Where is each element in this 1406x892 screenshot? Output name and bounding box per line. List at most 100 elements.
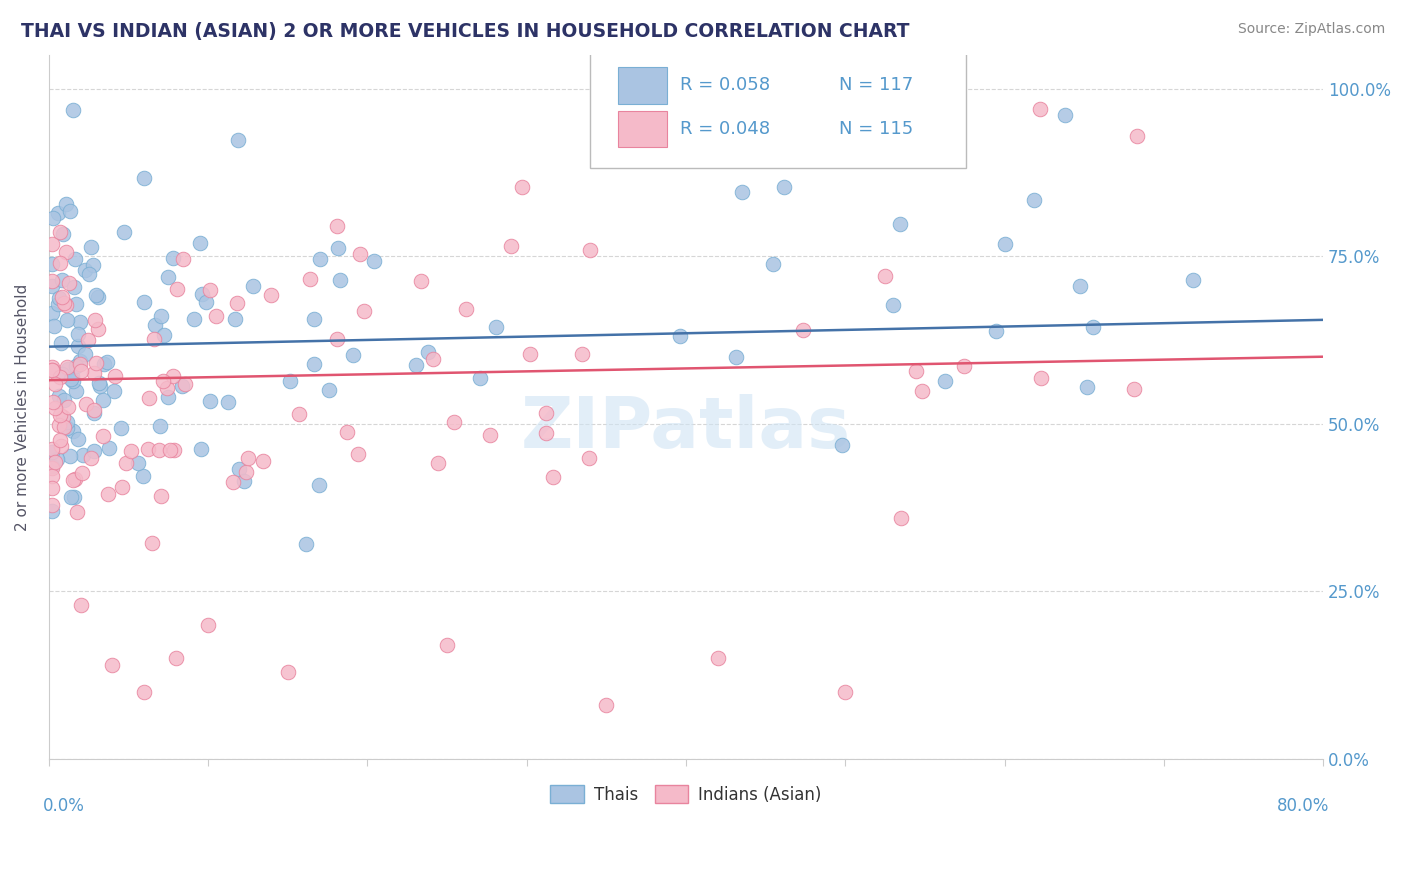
Y-axis label: 2 or more Vehicles in Household: 2 or more Vehicles in Household — [15, 284, 30, 531]
Point — [77, 267, 100, 281]
Point — [1083, 319, 1105, 334]
Point — [59, 372, 82, 386]
Point — [41, 498, 63, 512]
Point — [103, 384, 125, 399]
Point — [89, 376, 111, 391]
Point — [97, 487, 120, 501]
Point — [242, 278, 264, 293]
Point — [120, 443, 142, 458]
Point — [278, 374, 301, 388]
Point — [69, 315, 91, 329]
Point — [48, 418, 70, 433]
Point — [132, 468, 155, 483]
Point — [304, 312, 326, 326]
Point — [52, 227, 75, 241]
Point — [165, 651, 187, 665]
Point — [65, 297, 87, 311]
Point — [571, 347, 593, 361]
Point — [188, 236, 211, 251]
Point — [56, 401, 79, 415]
Point — [156, 381, 179, 395]
Point — [233, 474, 256, 488]
Point — [53, 420, 76, 434]
Point — [329, 273, 352, 287]
Point — [83, 313, 105, 327]
Point — [82, 258, 104, 272]
Point — [51, 368, 73, 382]
Point — [984, 324, 1007, 338]
Text: 80.0%: 80.0% — [1277, 797, 1330, 815]
Point — [149, 489, 172, 503]
Point — [87, 290, 110, 304]
Point — [49, 256, 72, 270]
Point — [49, 438, 72, 452]
Point — [49, 225, 72, 239]
Point — [228, 462, 250, 476]
Point — [55, 245, 77, 260]
Point — [875, 269, 897, 284]
Point — [595, 698, 617, 713]
Point — [98, 441, 121, 455]
Point — [84, 356, 107, 370]
Point — [183, 312, 205, 326]
Point — [56, 416, 79, 430]
Point — [762, 257, 785, 271]
Point — [792, 323, 814, 337]
FancyBboxPatch shape — [619, 111, 666, 147]
Point — [104, 369, 127, 384]
Point — [156, 270, 179, 285]
Point — [152, 375, 174, 389]
Point — [134, 170, 156, 185]
Point — [422, 351, 444, 366]
Point — [426, 456, 449, 470]
Point — [1123, 382, 1146, 396]
Point — [58, 276, 80, 290]
Point — [163, 443, 186, 458]
Text: N = 117: N = 117 — [839, 77, 912, 95]
Point — [62, 425, 84, 439]
Point — [191, 287, 214, 301]
Point — [49, 370, 72, 384]
Point — [96, 355, 118, 369]
Point — [204, 309, 226, 323]
Point — [42, 394, 65, 409]
Point — [53, 295, 76, 310]
FancyBboxPatch shape — [619, 67, 666, 103]
Point — [77, 334, 100, 348]
Point — [59, 204, 82, 219]
Point — [91, 393, 114, 408]
Point — [534, 425, 557, 440]
Point — [72, 466, 94, 480]
Point — [302, 357, 325, 371]
Point — [510, 180, 533, 194]
Point — [56, 420, 79, 434]
Point — [456, 301, 478, 316]
Point — [72, 448, 94, 462]
Point — [190, 442, 212, 456]
Point — [346, 447, 368, 461]
Point — [724, 350, 747, 364]
Point — [62, 374, 84, 388]
Point — [134, 685, 156, 699]
Point — [49, 408, 72, 422]
Point — [225, 296, 247, 310]
Point — [1181, 273, 1204, 287]
Point — [67, 432, 90, 446]
Point — [48, 291, 70, 305]
Text: 0.0%: 0.0% — [42, 797, 84, 815]
Point — [294, 537, 316, 551]
Point — [228, 133, 250, 147]
Point — [162, 369, 184, 384]
Point — [443, 415, 465, 429]
Point — [73, 347, 96, 361]
Point — [579, 243, 602, 257]
Point — [44, 318, 66, 333]
Point — [41, 279, 63, 293]
Point — [83, 367, 105, 381]
Point — [519, 347, 541, 361]
Point — [69, 354, 91, 368]
Point — [1076, 379, 1098, 393]
Point — [485, 320, 508, 334]
Text: R = 0.048: R = 0.048 — [679, 120, 769, 138]
Point — [101, 657, 124, 672]
